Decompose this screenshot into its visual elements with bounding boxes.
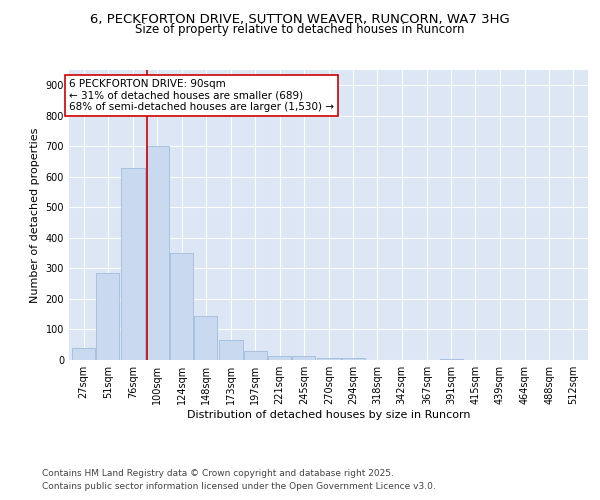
Bar	[341, 358, 365, 360]
Bar	[220, 340, 242, 360]
Bar	[244, 351, 267, 360]
Bar	[72, 348, 95, 360]
Bar	[96, 273, 119, 360]
Text: Contains public sector information licensed under the Open Government Licence v3: Contains public sector information licen…	[42, 482, 436, 491]
Bar	[121, 168, 145, 360]
Bar	[292, 356, 316, 360]
Bar	[194, 316, 217, 360]
Text: 6 PECKFORTON DRIVE: 90sqm
← 31% of detached houses are smaller (689)
68% of semi: 6 PECKFORTON DRIVE: 90sqm ← 31% of detac…	[69, 78, 334, 112]
Text: 6, PECKFORTON DRIVE, SUTTON WEAVER, RUNCORN, WA7 3HG: 6, PECKFORTON DRIVE, SUTTON WEAVER, RUNC…	[90, 12, 510, 26]
Y-axis label: Number of detached properties: Number of detached properties	[30, 128, 40, 302]
Bar	[170, 253, 193, 360]
Bar	[317, 358, 341, 360]
Bar	[440, 359, 463, 360]
Bar	[146, 146, 169, 360]
X-axis label: Distribution of detached houses by size in Runcorn: Distribution of detached houses by size …	[187, 410, 470, 420]
Text: Contains HM Land Registry data © Crown copyright and database right 2025.: Contains HM Land Registry data © Crown c…	[42, 468, 394, 477]
Text: Size of property relative to detached houses in Runcorn: Size of property relative to detached ho…	[135, 22, 465, 36]
Bar	[268, 356, 291, 360]
